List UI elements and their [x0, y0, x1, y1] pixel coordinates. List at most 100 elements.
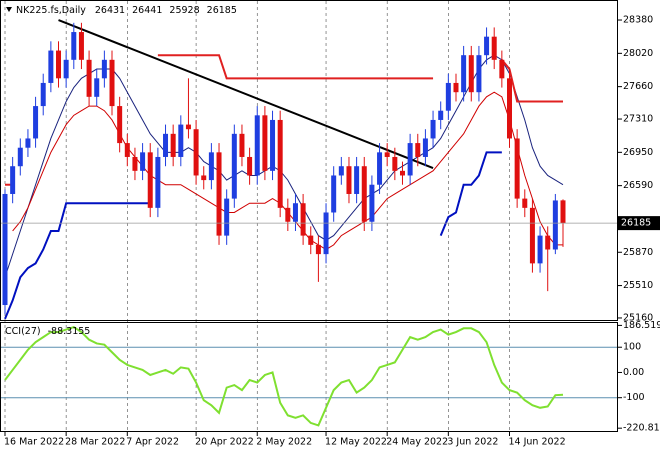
candle-body: [140, 152, 146, 171]
x-tick-label: 7 Apr 2022: [126, 437, 179, 448]
candle-body: [147, 152, 153, 208]
candle-body: [430, 119, 436, 139]
header-low: 25928: [169, 5, 199, 16]
candle-body: [560, 200, 566, 224]
indicator-line: [4, 202, 151, 320]
candle-body: [178, 124, 184, 157]
candle-body: [63, 59, 69, 79]
candle-body: [445, 82, 451, 111]
candle-body: [247, 156, 253, 176]
y-tick-label: 25510: [623, 280, 653, 291]
y-tick-label: 28020: [623, 48, 653, 59]
candle-body: [285, 207, 291, 222]
candle-body: [270, 119, 276, 171]
candle-body: [331, 175, 337, 213]
candle-body: [155, 156, 161, 208]
candle-body: [185, 124, 191, 130]
candle-body: [392, 156, 398, 171]
header-high: 26441: [132, 5, 162, 16]
y-tick-label: 26590: [623, 180, 653, 191]
candle-body: [453, 82, 459, 93]
candle-body: [545, 235, 551, 250]
candle-body: [369, 184, 375, 222]
candle-body: [170, 133, 176, 157]
y-tick-label: 25870: [623, 247, 653, 258]
cci-title: CCI(27): [5, 326, 41, 337]
candle-body: [384, 152, 390, 157]
indicator-line: [501, 59, 563, 103]
candle-body: [262, 115, 268, 171]
chart-title: NK225.fs,Daily: [16, 5, 86, 16]
candle-body: [56, 50, 62, 79]
candle-body: [506, 78, 512, 139]
chart-header: NK225.fs,Daily 26431 26441 25928 26185: [16, 5, 237, 16]
candle-body: [224, 198, 230, 236]
candle-body: [292, 203, 298, 222]
header-close: 26185: [207, 5, 237, 16]
y-tick-label: 27660: [623, 81, 653, 92]
candle-body: [239, 133, 245, 157]
candle-body: [132, 156, 138, 171]
x-tick-label: 16 Mar 2022: [4, 437, 64, 448]
y-tick-label: 28380: [623, 15, 653, 26]
candle-body: [94, 78, 100, 97]
x-tick-label: 3 Jun 2022: [447, 437, 498, 448]
cci-y-tick-label: 0.00: [623, 367, 644, 378]
candle-body: [361, 166, 367, 222]
cci-y-tick-label: -100: [623, 392, 645, 403]
candle-body: [86, 59, 92, 97]
candle-body: [522, 198, 528, 208]
y-tick-label: 26950: [623, 147, 653, 158]
candle-body: [338, 166, 344, 176]
x-tick-label: 2 May 2022: [256, 437, 312, 448]
candle-body: [323, 212, 329, 255]
main-panel-frame: [0, 0, 618, 321]
cci-line: [4, 325, 564, 427]
indicator-line: [439, 151, 502, 236]
x-tick-label: 24 May 2022: [386, 437, 448, 448]
x-tick-label: 14 Jun 2022: [508, 437, 565, 448]
candle-body: [163, 133, 169, 157]
candle-body: [407, 143, 413, 176]
candle-body: [315, 244, 321, 255]
current-price-label: 26185: [621, 218, 651, 229]
candle-body: [399, 170, 405, 176]
candle-body: [529, 207, 535, 264]
candle-body: [354, 166, 360, 194]
candle-body: [216, 152, 222, 236]
collapse-icon: [6, 7, 12, 12]
candle-body: [514, 138, 520, 199]
candle-body: [422, 138, 428, 157]
candle-body: [40, 82, 46, 107]
candle-body: [468, 55, 474, 93]
candle-body: [48, 50, 54, 83]
cci-last-value: -88.3155: [48, 326, 91, 337]
candle-body: [10, 166, 16, 194]
candle-body: [537, 235, 543, 264]
candle-body: [499, 59, 505, 79]
x-tick-label: 20 Apr 2022: [195, 437, 254, 448]
candle-body: [208, 152, 214, 181]
candle-body: [78, 32, 84, 60]
candle-body: [491, 36, 497, 60]
header-open: 26431: [95, 5, 125, 16]
candle-body: [193, 129, 199, 176]
candle-body: [33, 106, 39, 139]
x-tick-label: 12 May 2022: [325, 437, 387, 448]
cci-header: CCI(27) -88.3155: [5, 326, 90, 337]
candle-body: [254, 115, 260, 176]
candle-body: [117, 106, 123, 144]
candle-body: [415, 143, 421, 157]
candle-body: [300, 203, 306, 236]
candle-body: [461, 55, 467, 93]
candle-body: [71, 32, 77, 60]
cci-y-tick-label: 186.5198: [623, 320, 660, 331]
candle-body: [377, 152, 383, 185]
candle-body: [2, 193, 8, 306]
candle-body: [124, 143, 130, 157]
cci-y-tick-label: -220.811: [623, 423, 660, 434]
candle-body: [101, 59, 107, 79]
